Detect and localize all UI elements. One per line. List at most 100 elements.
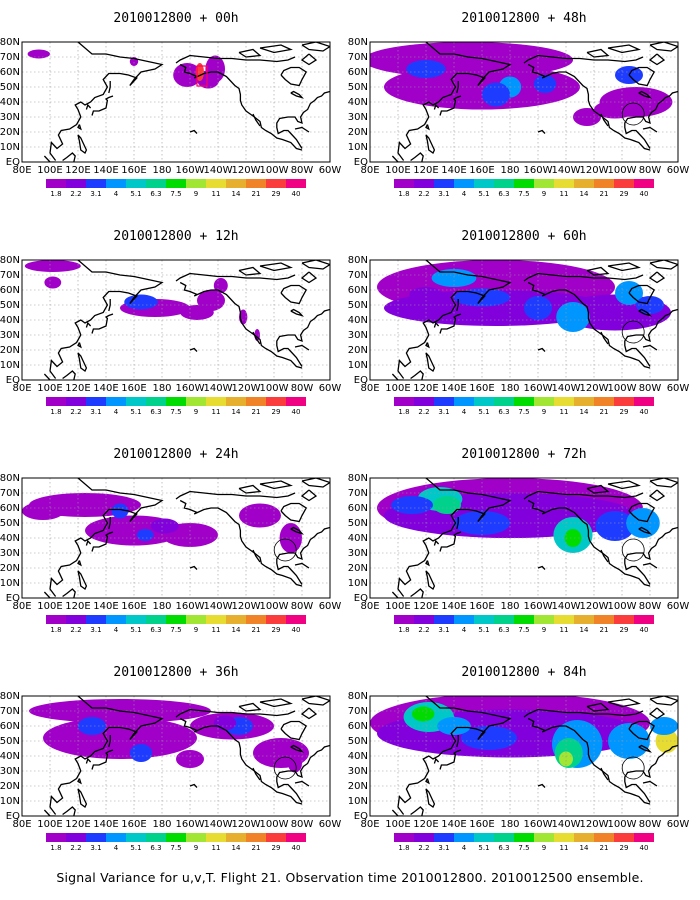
lon-tick-label: 120E: [413, 819, 438, 830]
colorbar-label: 29: [620, 844, 629, 852]
colorbar-swatch: [286, 179, 306, 188]
lon-tick-label: 140W: [204, 383, 233, 394]
colorbar-swatch: [554, 179, 574, 188]
coastline: [607, 262, 641, 272]
colorbar-swatch: [186, 833, 206, 842]
colorbar-swatch: [514, 179, 534, 188]
colorbar-swatch: [66, 397, 86, 406]
coastline: [300, 707, 318, 720]
colorbar-label: 40: [640, 626, 649, 634]
colorbar-swatch: [66, 615, 86, 624]
map-panel: 2010012800 + 72h 80E 100E 120E 140E 160E 180 16…: [348, 447, 690, 634]
coastline: [649, 478, 678, 488]
colorbar-swatch: [186, 397, 206, 406]
colorbar-label: 40: [640, 408, 649, 416]
variance-field: [412, 706, 435, 722]
lon-tick-label: 160W: [524, 819, 553, 830]
map-frame: [369, 41, 679, 163]
panel-title: 2010012800 + 24h: [113, 447, 238, 462]
colorbar-label: 14: [232, 408, 241, 416]
coastline: [642, 780, 658, 787]
lon-tick-label: 160E: [469, 383, 494, 394]
coastline: [62, 806, 76, 816]
lon-tick-label: 80W: [291, 819, 314, 830]
colorbar-label: 6.3: [150, 844, 161, 852]
lat-tick-label: 10N: [348, 578, 368, 589]
coastline: [425, 778, 430, 785]
coastline: [290, 308, 305, 317]
lat-tick-label: EQ: [354, 157, 368, 168]
colorbar-label: 11: [560, 408, 569, 416]
lon-tick-label: 180: [152, 383, 171, 394]
colorbar-label: 29: [272, 844, 281, 852]
coastline: [294, 780, 310, 787]
coastline: [77, 778, 82, 785]
colorbar-swatch: [66, 179, 86, 188]
lon-tick-label: 100E: [385, 601, 410, 612]
observation-circle: [621, 538, 645, 562]
lon-tick-label: 180: [500, 819, 519, 830]
colorbar-swatch: [186, 615, 206, 624]
lon-tick-label: 80E: [12, 165, 31, 176]
colorbar-swatch: [66, 833, 86, 842]
colorbar-swatch: [166, 615, 186, 624]
coastline: [523, 708, 644, 718]
colorbar-swatch: [574, 833, 594, 842]
coastline: [49, 260, 164, 379]
lon-tick-label: 80E: [360, 383, 379, 394]
coastline: [280, 720, 308, 741]
coastline: [49, 42, 164, 161]
coastline: [527, 281, 651, 369]
coastline: [586, 266, 610, 276]
coastline: [523, 490, 644, 500]
colorbar-label: 11: [560, 190, 569, 198]
colorbar-swatch: [434, 179, 454, 188]
colorbar-label: 7.5: [170, 844, 181, 852]
coastline: [607, 480, 641, 490]
variance-field: [78, 717, 106, 735]
lon-tick-label: 120E: [413, 165, 438, 176]
coastline: [43, 809, 56, 816]
colorbar-swatch: [594, 833, 614, 842]
lat-tick-label: 30N: [348, 766, 368, 777]
colorbar-label: 5.1: [130, 626, 141, 634]
coastline: [410, 806, 424, 816]
colorbar-swatch: [634, 615, 654, 624]
colorbar-label: 9: [542, 844, 546, 852]
lat-tick-label: 80N: [0, 255, 20, 266]
coastline: [648, 707, 666, 720]
variance-field: [594, 100, 636, 119]
colorbar-swatch: [614, 179, 634, 188]
lon-tick-label: 180: [152, 601, 171, 612]
lat-tick-label: 50N: [0, 736, 20, 747]
colorbar-label: 5.1: [478, 626, 489, 634]
lat-tick-label: 70N: [0, 488, 20, 499]
coastline: [628, 502, 656, 523]
coastline: [425, 570, 436, 590]
colorbar-swatch: [126, 615, 146, 624]
colorbar-swatch: [166, 833, 186, 842]
colorbar-label: 14: [232, 844, 241, 852]
coastline: [624, 308, 678, 367]
lat-tick-label: 60N: [348, 721, 368, 732]
lon-tick-label: 100W: [608, 165, 637, 176]
colorbar-label: 7.5: [518, 844, 529, 852]
colorbar-label: 3.1: [438, 844, 449, 852]
coastline: [49, 696, 164, 815]
coastline: [391, 373, 404, 380]
variance-field: [559, 751, 573, 767]
lon-tick-label: 140E: [93, 601, 118, 612]
coastline: [642, 344, 658, 351]
coastline: [91, 749, 114, 770]
colorbar-swatch: [534, 179, 554, 188]
colorbar-swatch: [474, 615, 494, 624]
lat-tick-label: 50N: [348, 82, 368, 93]
lat-tick-label: 10N: [348, 142, 368, 153]
map-panel: 2010012800 + 48h 80E 100E 120E 140E 160E 180 16…: [348, 11, 690, 198]
coastline: [175, 54, 296, 64]
coastline: [586, 48, 610, 58]
coastline: [77, 134, 88, 154]
colorbar-label: 21: [252, 844, 261, 852]
variance-field: [384, 290, 608, 326]
colorbar-swatch: [534, 833, 554, 842]
